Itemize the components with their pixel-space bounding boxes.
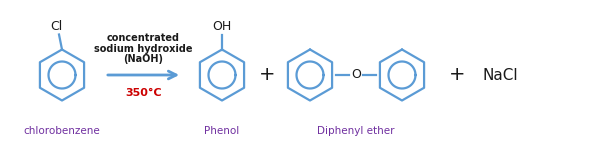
Text: 350°C: 350°C	[125, 88, 162, 98]
Text: (NaOH): (NaOH)	[124, 54, 163, 64]
Text: chlorobenzene: chlorobenzene	[23, 126, 100, 136]
Text: concentrated: concentrated	[107, 33, 180, 43]
Text: Cl: Cl	[50, 19, 62, 32]
Text: OH: OH	[212, 19, 232, 32]
Text: NaCl: NaCl	[482, 68, 518, 83]
Text: +: +	[259, 66, 275, 85]
Text: Diphenyl ether: Diphenyl ether	[317, 126, 395, 136]
Text: Phenol: Phenol	[205, 126, 239, 136]
Text: +: +	[449, 66, 465, 85]
Text: sodium hydroxide: sodium hydroxide	[94, 44, 193, 54]
Text: O: O	[351, 68, 361, 81]
